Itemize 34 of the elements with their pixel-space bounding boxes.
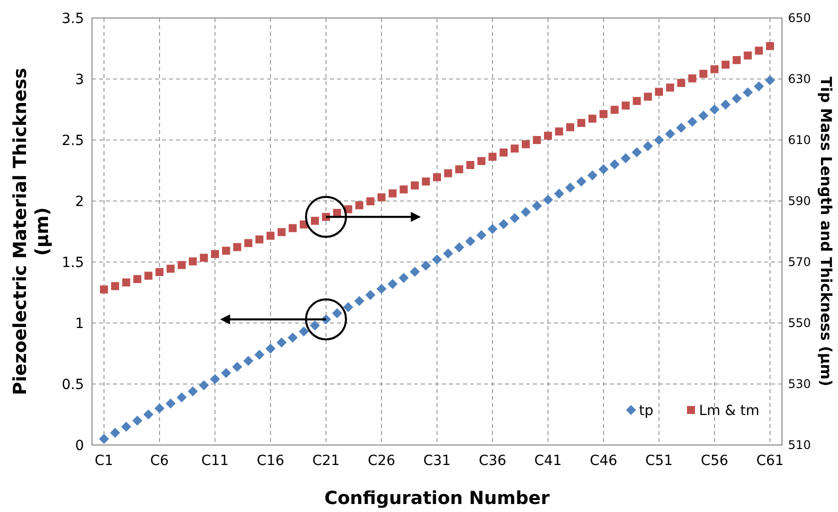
- y-tick-label: 2: [75, 194, 84, 210]
- y-tick-label: 1: [75, 316, 84, 332]
- y2-tick-label: 650: [788, 11, 811, 26]
- x-tick-label: C41: [534, 453, 562, 469]
- y2-tick-label: 610: [788, 133, 811, 148]
- x-tick-label: C56: [700, 453, 728, 469]
- y-tick-label: 2.5: [62, 132, 84, 149]
- x-tick-label: C36: [478, 453, 506, 469]
- y-tick-label: 3.5: [62, 10, 84, 27]
- x-tick-label: C46: [590, 453, 618, 469]
- x-axis-title: Configuration Number: [324, 488, 550, 509]
- legend-label: Lm & tm: [699, 402, 760, 419]
- x-tick-label: C61: [756, 453, 784, 469]
- x-tick-label: C31: [423, 453, 451, 469]
- x-tick-label: C51: [645, 453, 673, 469]
- y-tick-label: 0.5: [62, 376, 84, 393]
- y-tick-label: 0: [75, 438, 84, 454]
- y2-axis-title: Tip Mass Length and Thickness (μm): [817, 76, 835, 386]
- y-tick-label: 3: [75, 72, 84, 88]
- x-tick-label: C26: [368, 453, 396, 469]
- y2-tick-label: 590: [788, 194, 811, 208]
- x-tick-label: C21: [312, 453, 340, 469]
- y2-tick-label: 550: [788, 316, 811, 330]
- y2-tick-label: 510: [788, 438, 811, 452]
- y2-tick-label: 630: [788, 72, 811, 86]
- y2-tick-label: 530: [788, 377, 811, 392]
- x-tick-label: C1: [94, 453, 114, 469]
- x-tick-label: C16: [256, 453, 284, 469]
- legend-label: tp: [639, 402, 654, 419]
- y-tick-label: 1.5: [62, 254, 84, 271]
- y2-tick-label: 570: [788, 255, 811, 270]
- x-tick-label: C6: [150, 453, 169, 469]
- x-tick-label: C11: [201, 453, 229, 469]
- y-axis-title: Piezoelectric Material Thickness (μm): [10, 68, 53, 396]
